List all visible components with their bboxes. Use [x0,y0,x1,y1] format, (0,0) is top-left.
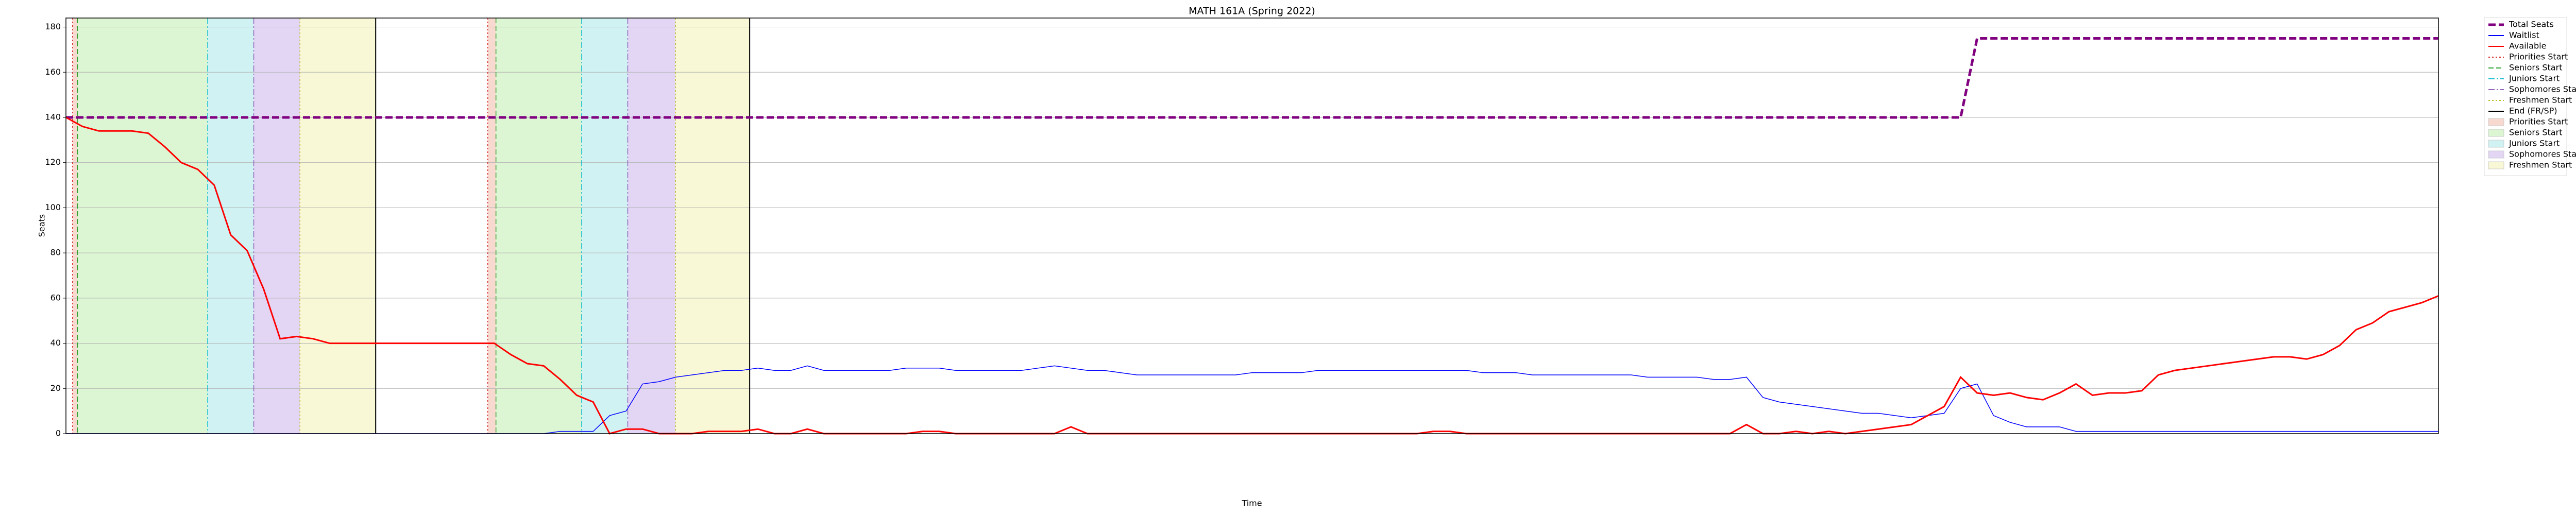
y-tick-label: 100 [45,202,61,212]
legend-swatch [2488,140,2504,148]
y-tick-label: 180 [45,22,61,31]
phase-span [77,18,208,434]
legend-label: Freshmen Start [2509,95,2572,105]
legend-swatch [2488,118,2504,126]
y-tick-label: 60 [50,293,61,302]
y-tick-label: 0 [56,428,61,438]
phase-span [675,18,750,434]
phase-span [72,18,78,434]
legend-label: Available [2509,41,2546,51]
y-tick-label: 20 [50,383,61,393]
phase-span [253,18,300,434]
legend-swatch [2488,161,2504,169]
phase-span [628,18,676,434]
series-line [66,365,2438,434]
y-tick-label: 80 [50,248,61,258]
y-tick-label: 120 [45,157,61,167]
y-tick-label: 40 [50,338,61,348]
legend-label: Juniors Start [2509,74,2560,83]
x-axis-label: Time [1241,499,1262,508]
legend-label: Seniors Start [2509,128,2562,138]
legend-label: Total Seats [2509,20,2554,29]
plot-frame [65,18,2439,434]
chart-title: MATH 161A (Spring 2022) [1189,6,1315,17]
series-line [65,116,2439,435]
legend-label: Waitlist [2509,30,2539,40]
legend-swatch [2488,129,2504,137]
phase-span [496,18,582,434]
y-axis-label: Seats [37,214,47,237]
phase-span [208,18,254,434]
y-tick-label: 140 [45,112,61,122]
legend-label: Freshmen Start [2509,160,2572,170]
phase-span [300,18,376,434]
legend-label: Sophomores Start [2509,84,2576,94]
legend-label: Seniors Start [2509,63,2562,73]
legend-frame [2484,17,2567,176]
legend-label: Sophomores Start [2509,149,2576,159]
legend-label: Priorities Start [2509,117,2568,127]
series-line [66,37,2438,119]
legend-label: End (FR/SP) [2509,106,2557,116]
y-tick-label: 160 [45,67,61,77]
phase-span [581,18,628,434]
legend-swatch [2488,150,2504,159]
legend-label: Priorities Start [2509,52,2568,62]
legend-label: Juniors Start [2509,139,2560,148]
phase-span [487,18,496,434]
